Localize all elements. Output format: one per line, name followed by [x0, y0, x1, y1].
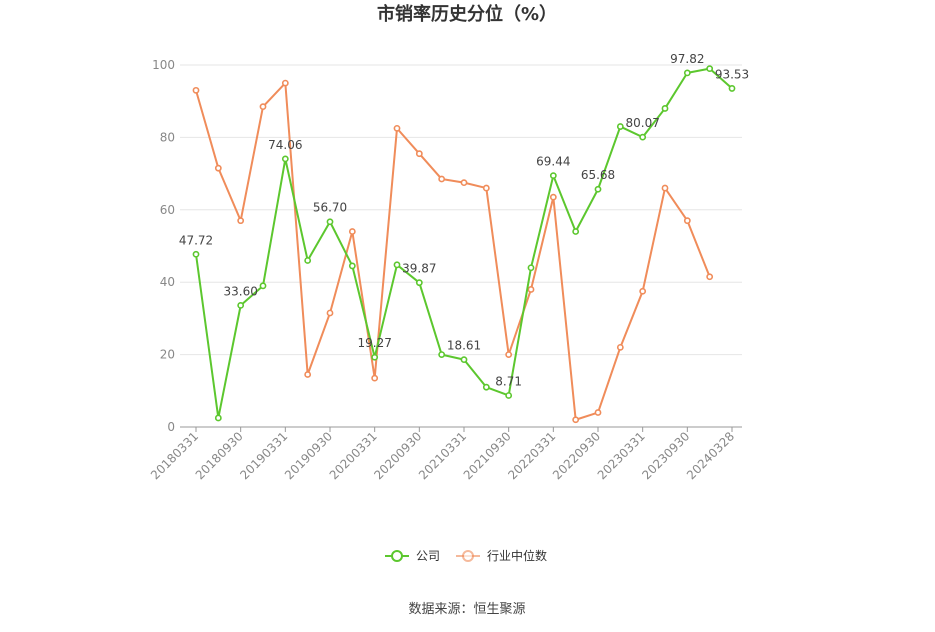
data-point	[683, 217, 691, 225]
data-point	[616, 123, 624, 130]
data-label: 93.53	[715, 67, 749, 81]
data-label: 47.72	[179, 233, 213, 247]
data-point	[438, 175, 446, 183]
data-point	[214, 414, 222, 422]
y-tick-label: 100	[152, 58, 175, 72]
data-point	[214, 164, 222, 172]
data-label: 69.44	[536, 155, 570, 169]
data-point	[549, 172, 557, 180]
data-point	[348, 262, 356, 270]
x-axis: 2018033120180930201903312019093020200331…	[148, 426, 742, 482]
data-label: 39.87	[402, 262, 436, 276]
data-point	[460, 179, 468, 187]
data-label: 74.06	[268, 138, 302, 152]
x-tick-label: 20240328	[684, 429, 737, 482]
series-line	[195, 82, 711, 421]
legend-label: 行业中位数	[487, 548, 547, 563]
data-point	[482, 184, 490, 192]
x-tick-label: 20230331	[595, 429, 648, 482]
data-point	[415, 150, 423, 158]
data-label: 19.27	[357, 336, 391, 350]
x-tick-label: 20230930	[639, 429, 692, 482]
data-point	[371, 353, 379, 361]
data-point	[527, 286, 535, 293]
data-point	[326, 309, 334, 317]
data-point	[192, 250, 200, 258]
data-point	[237, 217, 245, 225]
legend-item-1[interactable]: 行业中位数	[456, 548, 547, 563]
data-point	[639, 133, 647, 141]
data-label: 80.07	[625, 116, 659, 130]
data-label: 65.68	[581, 168, 615, 182]
legend[interactable]: 公司 行业中位数	[385, 548, 547, 563]
data-point	[281, 155, 289, 163]
data-point	[438, 351, 446, 358]
legend-item-0[interactable]: 公司	[385, 549, 440, 563]
data-point	[616, 343, 624, 351]
data-point	[594, 409, 602, 416]
data-point	[661, 105, 669, 112]
data-point	[415, 279, 423, 287]
data-point	[304, 371, 312, 378]
legend-marker	[391, 550, 403, 562]
data-point	[259, 103, 267, 111]
data-point	[683, 69, 691, 77]
data-point	[348, 228, 356, 235]
data-point	[371, 374, 379, 382]
chart-title: 市销率历史分位（%）	[377, 3, 557, 25]
data-point	[393, 261, 401, 269]
y-tick-label: 40	[160, 275, 175, 289]
data-point	[393, 124, 401, 132]
data-label: 97.82	[670, 52, 704, 66]
series-0: 47.72 33.60 74.06 56.70 19.27 39.87 18.61 8.71 6…	[179, 52, 749, 422]
x-tick-label: 20220331	[505, 429, 558, 482]
series-layer: 47.72 33.60 74.06 56.70 19.27 39.87 18.61 8.71 6…	[179, 52, 749, 424]
x-tick-label: 20200930	[371, 429, 424, 482]
data-point	[281, 79, 289, 87]
x-tick-label: 20210930	[461, 429, 514, 482]
data-point	[482, 383, 490, 391]
x-tick-label: 20210331	[416, 429, 469, 482]
x-tick-label: 20190930	[282, 429, 335, 482]
data-point	[505, 392, 513, 399]
series-1	[192, 79, 714, 424]
legend-label: 公司	[416, 549, 440, 563]
data-point	[192, 86, 200, 94]
x-tick-label: 20180331	[148, 429, 201, 482]
x-tick-label: 20190331	[237, 429, 290, 482]
data-point	[527, 264, 535, 272]
x-tick-label: 20220930	[550, 429, 603, 482]
source-note: 数据来源：恒生聚源	[408, 602, 525, 617]
legend-marker	[462, 550, 474, 562]
y-tick-label: 20	[160, 348, 175, 362]
data-point	[460, 356, 468, 364]
x-tick-label: 20180930	[193, 429, 246, 482]
data-point	[326, 218, 334, 226]
data-point	[572, 416, 580, 424]
data-label: 56.70	[313, 201, 347, 215]
data-point	[728, 85, 736, 92]
data-point	[594, 185, 602, 193]
x-tick-label: 20200331	[327, 429, 380, 482]
data-point	[706, 65, 714, 73]
data-label: 8.71	[495, 374, 522, 388]
data-point	[706, 273, 714, 281]
y-tick-label: 80	[160, 130, 175, 144]
data-point	[259, 282, 267, 290]
y-tick-label: 0	[167, 420, 175, 434]
data-point	[505, 351, 513, 358]
data-point	[639, 287, 647, 295]
y-tick-label: 60	[160, 203, 175, 217]
data-label: 33.60	[223, 284, 257, 298]
data-label: 18.61	[447, 339, 481, 353]
data-point	[549, 193, 557, 201]
data-point	[661, 184, 669, 192]
data-point	[572, 228, 580, 235]
y-axis: 0 20 40 60 80 100	[152, 58, 175, 434]
data-point	[237, 301, 245, 309]
data-point	[304, 257, 312, 264]
